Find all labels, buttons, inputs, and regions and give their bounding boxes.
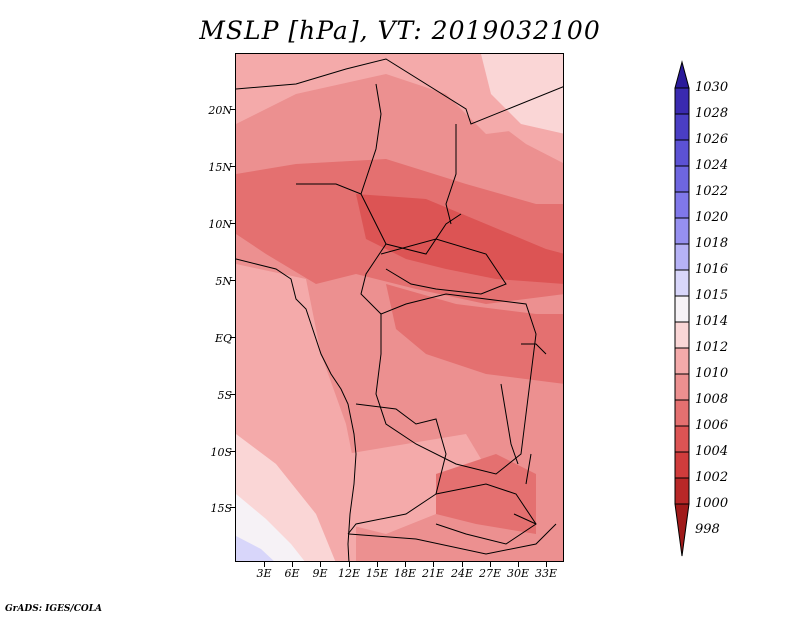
x-tick (292, 562, 293, 567)
border-south (348, 523, 557, 555)
colorbar-swatch (674, 191, 690, 219)
y-tick (230, 394, 235, 395)
x-label: 3E (256, 567, 272, 580)
border-chad-west (360, 83, 387, 245)
border-chad-east (445, 124, 457, 225)
x-label: 33E (534, 567, 558, 580)
x-tick (349, 562, 350, 567)
y-tick (230, 280, 235, 281)
y-tick (230, 223, 235, 224)
map-title: MSLP [hPa], VT: 2019032100 (199, 16, 601, 45)
colorbar-label: 1002 (695, 470, 729, 485)
y-label: 15N (208, 161, 232, 174)
y-label: 15S (210, 502, 232, 515)
pressure-region-1006-east (386, 284, 563, 384)
pressure-region-1010-north (236, 54, 563, 134)
y-tick (230, 109, 235, 110)
pressure-region-1016 (236, 536, 274, 561)
colorbar-label: 1010 (695, 366, 729, 381)
x-label: 24E (450, 567, 474, 580)
credit-label: GrADS: IGES/COLA (5, 604, 103, 614)
colorbar-label: 1004 (695, 444, 729, 459)
border-car (380, 238, 507, 295)
pressure-region-1010-south (346, 434, 496, 534)
colorbar-label: 1018 (695, 236, 729, 251)
colorbar-swatch (674, 399, 690, 427)
colorbar-label: 1028 (695, 106, 729, 121)
colorbar-swatch (674, 139, 690, 167)
colorbar-swatch (674, 243, 690, 271)
pressure-map (235, 53, 564, 562)
colorbar-swatch (674, 451, 690, 479)
colorbar-swatch (674, 321, 690, 349)
colorbar-swatch (674, 165, 690, 193)
colorbar (674, 60, 690, 557)
y-label: 20N (208, 104, 232, 117)
colorbar-label: 1022 (695, 184, 729, 199)
pressure-region-1006-south (436, 454, 536, 534)
colorbar-label: 1024 (695, 158, 729, 173)
x-label: 6E (284, 567, 300, 580)
colorbar-label: 998 (695, 522, 720, 537)
x-tick (490, 562, 491, 567)
lake-outline (500, 343, 547, 525)
colorbar-swatch (674, 113, 690, 141)
colorbar-label: 1026 (695, 132, 729, 147)
border-angola (347, 403, 447, 535)
pressure-region-1004 (356, 194, 563, 284)
colorbar-bottom-arrow (674, 503, 690, 557)
colorbar-swatch (674, 425, 690, 453)
y-tick (230, 337, 235, 338)
colorbar-swatch (674, 373, 690, 401)
colorbar-swatch (674, 269, 690, 297)
colorbar-swatch (674, 295, 690, 323)
colorbar-label: 1000 (695, 496, 729, 511)
border-north-africa (236, 58, 563, 125)
x-label: 15E (365, 567, 389, 580)
y-tick (230, 166, 235, 167)
x-tick (405, 562, 406, 567)
border-drc (375, 293, 537, 475)
x-tick (433, 562, 434, 567)
x-tick (377, 562, 378, 567)
x-label: 18E (393, 567, 417, 580)
y-label: 10N (208, 218, 232, 231)
colorbar-swatch (674, 217, 690, 245)
y-label: 10S (210, 446, 232, 459)
colorbar-label: 1014 (695, 314, 729, 329)
colorbar-swatch (674, 477, 690, 505)
colorbar-swatch (674, 87, 690, 115)
colorbar-label: 1006 (695, 418, 729, 433)
colorbar-label: 1008 (695, 392, 729, 407)
coastline-west (236, 258, 357, 561)
colorbar-label: 1016 (695, 262, 729, 277)
y-tick (230, 507, 235, 508)
x-tick (546, 562, 547, 567)
x-tick (518, 562, 519, 567)
x-label: 27E (478, 567, 502, 580)
colorbar-swatch (674, 347, 690, 375)
colorbar-label: 1020 (695, 210, 729, 225)
x-tick (264, 562, 265, 567)
colorbar-label: 1030 (695, 80, 729, 95)
colorbar-label: 1012 (695, 340, 729, 355)
pressure-region-1012-northeast (481, 54, 563, 134)
x-tick (462, 562, 463, 567)
y-tick (230, 451, 235, 452)
x-label: 12E (337, 567, 361, 580)
x-label: 30E (506, 567, 530, 580)
colorbar-label: 1015 (695, 288, 729, 303)
pressure-region-1014 (236, 494, 305, 561)
y-label: EQ (214, 332, 232, 345)
x-tick (320, 562, 321, 567)
y-label: 5N (215, 275, 232, 288)
x-label: 9E (312, 567, 328, 580)
colorbar-top-arrow (674, 60, 690, 89)
x-label: 21E (421, 567, 445, 580)
y-label: 5S (217, 389, 232, 402)
